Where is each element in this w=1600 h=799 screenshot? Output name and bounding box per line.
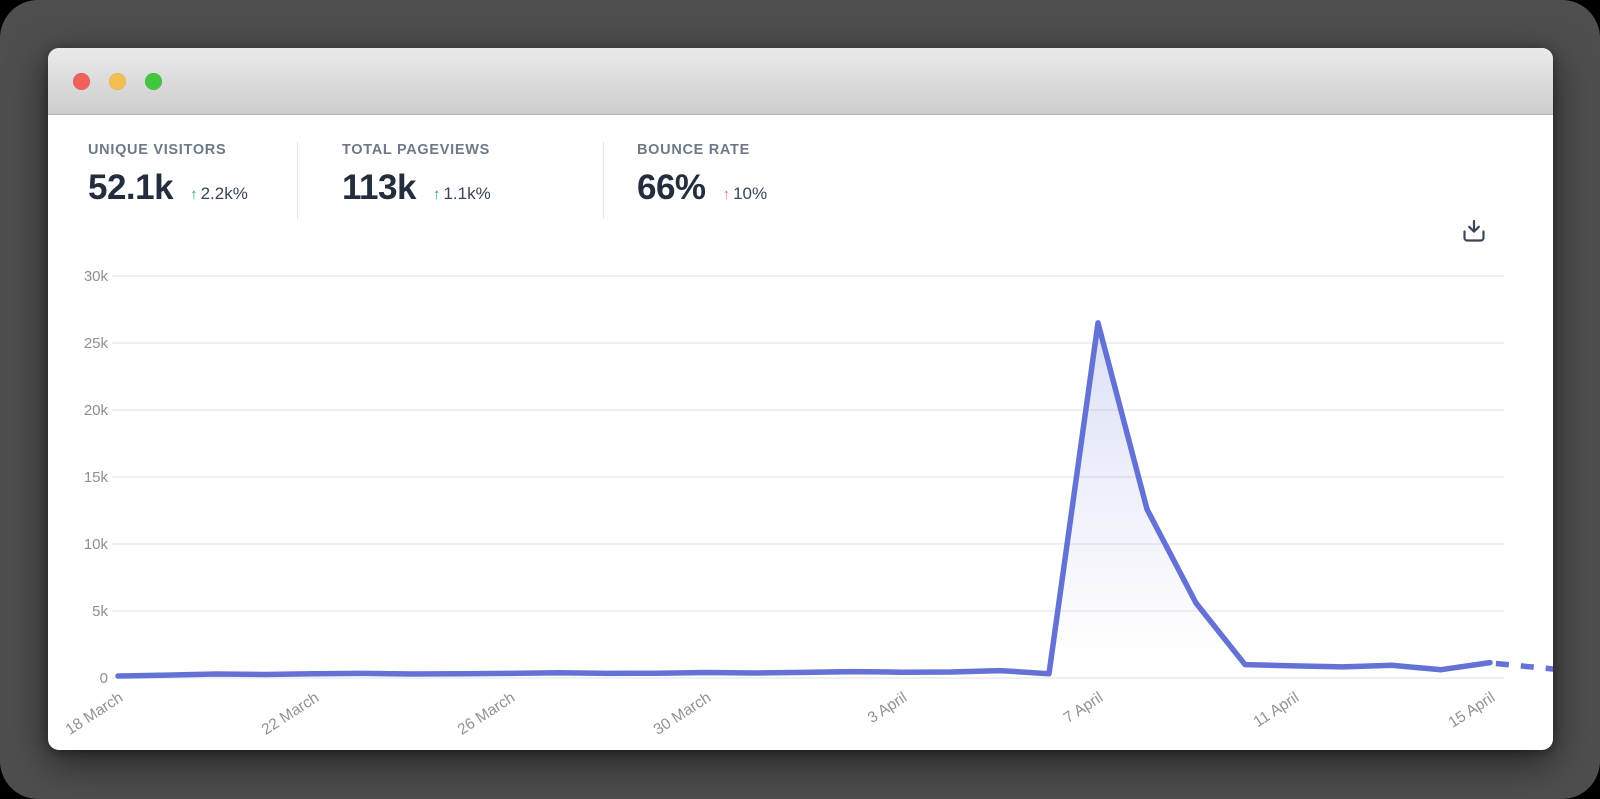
svg-text:20k: 20k [84,402,109,419]
svg-text:11 April: 11 April [1251,689,1303,731]
stat-delta: ↑ 1.1k% [433,184,491,204]
svg-text:22 March: 22 March [259,689,322,738]
svg-text:26 March: 26 March [455,689,518,738]
download-button[interactable] [1459,216,1489,246]
stat-total-pageviews: TOTAL PAGEVIEWS 113k ↑ 1.1k% [298,142,604,219]
svg-text:3 April: 3 April [865,689,910,727]
traffic-chart-svg: 0 5k 10k 15k 20k 25k 30k 18 March 22 March 26 Mar… [63,268,1553,739]
trend-up-icon: ↑ [432,186,441,203]
svg-text:15 April: 15 April [1446,689,1499,731]
trend-up-icon: ↑ [190,186,198,203]
svg-text:5k: 5k [92,603,108,620]
stat-delta: ↑ 2.2k% [190,184,248,204]
visitors-chart: 0 5k 10k 15k 20k 25k 30k 18 March 22 March 26 Mar… [48,248,1553,750]
stat-unique-visitors: UNIQUE VISITORS 52.1k ↑ 2.2k% [48,142,298,219]
stat-label: TOTAL PAGEVIEWS [342,142,490,158]
stat-label: UNIQUE VISITORS [88,142,227,158]
close-window-button[interactable] [73,72,90,90]
zoom-window-button[interactable] [145,72,162,90]
svg-text:30k: 30k [84,268,109,285]
stat-bounce-rate: BOUNCE RATE 66% ↑ 10% [604,142,767,219]
stat-delta-value: 2.2k% [200,184,248,203]
stat-value: 52.1k [88,168,174,207]
svg-text:25k: 25k [84,335,109,352]
stat-delta-value: 1.1k% [443,184,491,203]
stats-summary-row: UNIQUE VISITORS 52.1k ↑ 2.2k% TOTAL PAGEV… [48,142,1553,219]
svg-text:10k: 10k [84,536,109,553]
minimize-window-button[interactable] [109,72,126,90]
stat-value: 113k [342,168,416,207]
stat-delta-value: 10% [733,184,768,203]
svg-text:15k: 15k [84,469,109,486]
download-tray-icon [1463,219,1485,242]
svg-text:7 April: 7 April [1061,689,1106,727]
window-titlebar [48,48,1553,115]
svg-text:30 March: 30 March [651,689,714,738]
trend-up-icon: ↑ [722,186,731,203]
stat-value: 66% [637,168,706,207]
analytics-window: UNIQUE VISITORS 52.1k ↑ 2.2k% TOTAL PAGEV… [48,48,1553,750]
svg-text:18 March: 18 March [63,689,126,738]
svg-text:0: 0 [100,670,108,687]
stat-delta: ↑ 10% [723,184,768,204]
stat-label: BOUNCE RATE [637,142,750,158]
